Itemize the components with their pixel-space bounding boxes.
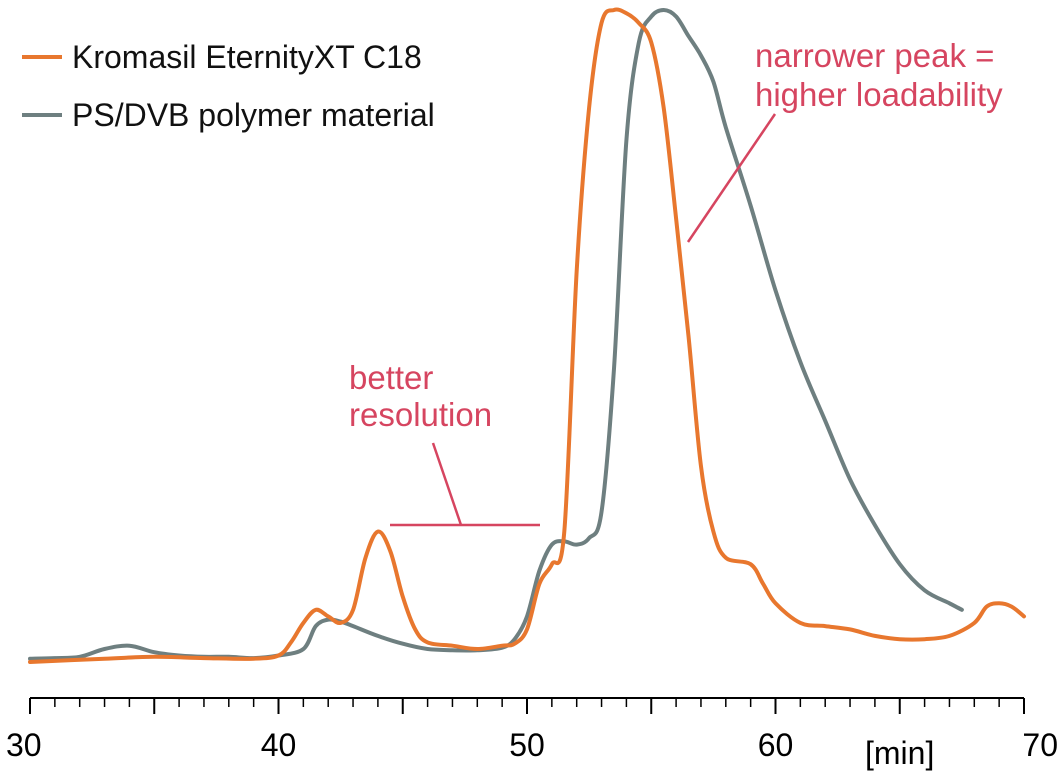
x-tick-label: 40 bbox=[261, 727, 297, 763]
x-axis-tick-labels: 30 40 50 60 70 bbox=[6, 727, 1058, 763]
x-tick-label: 70 bbox=[1022, 727, 1058, 763]
annotation-resolution-line-1: better bbox=[349, 359, 433, 396]
legend-label-kromasil: Kromasil EternityXT C18 bbox=[72, 39, 422, 75]
annotation-resolution: better resolution bbox=[349, 359, 540, 527]
legend-label-psdvb: PS/DVB polymer material bbox=[72, 97, 435, 133]
x-tick-label: 60 bbox=[758, 727, 794, 763]
plot-area bbox=[28, 7, 1026, 664]
annotation-loadability-line-1: narrower peak = bbox=[755, 37, 994, 74]
legend: Kromasil EternityXT C18 PS/DVB polymer m… bbox=[22, 39, 435, 133]
annotation-loadability-pointer bbox=[686, 113, 777, 243]
annotation-loadability: narrower peak = higher loadability bbox=[686, 37, 1004, 243]
x-axis-label: [min] bbox=[865, 735, 934, 771]
annotation-resolution-line-2: resolution bbox=[349, 396, 492, 433]
annotation-loadability-line-2: higher loadability bbox=[755, 76, 1003, 113]
x-axis: 30 40 50 60 70 [min] bbox=[6, 697, 1058, 771]
x-tick-label: 30 bbox=[6, 727, 42, 763]
series-line-kromasil bbox=[28, 7, 1026, 664]
annotation-resolution-text: better resolution bbox=[349, 359, 492, 433]
annotation-resolution-pointer bbox=[431, 442, 463, 526]
x-axis-ticks bbox=[29, 698, 1025, 714]
annotation-loadability-text: narrower peak = higher loadability bbox=[755, 37, 1004, 113]
x-tick-label: 50 bbox=[509, 727, 545, 763]
